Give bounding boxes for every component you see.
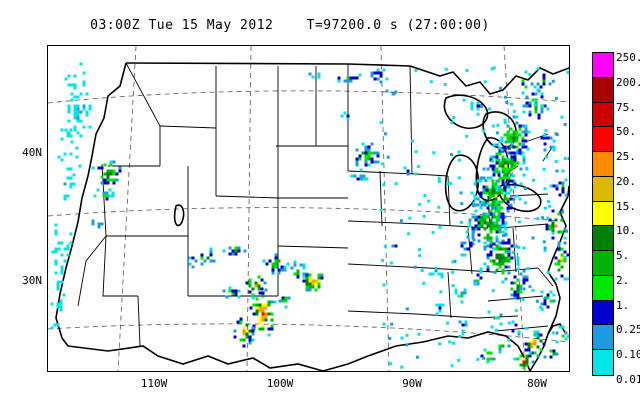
colorbar-band-3	[593, 127, 613, 153]
colorbar-band-8	[593, 251, 613, 276]
colorbar-band-10	[593, 300, 613, 326]
colorbar-tick-13: 0.01	[616, 373, 640, 386]
colorbar-tick-12: 0.10	[616, 348, 640, 362]
colorbar-tick-1: 200.	[616, 75, 640, 89]
x-tick-label-90w: 90W	[402, 377, 422, 390]
colorbar-tick-0: 250.	[616, 51, 640, 64]
colorbar-band-6	[593, 201, 613, 227]
colorbar-tick-6: 15.	[616, 199, 636, 213]
y-tick-label-40n: 40N	[22, 146, 42, 159]
colorbar-tick-10: 1.	[616, 298, 630, 312]
x-tick-label-110w: 110W	[140, 377, 168, 390]
colorbar-band-7	[593, 226, 613, 252]
colorbar-band-9	[593, 275, 613, 301]
colorbar-tick-4: 25.	[616, 150, 636, 164]
colorbar-tick-9: 2.	[616, 273, 630, 287]
colorbar-tick-7: 10.	[616, 224, 636, 238]
x-tick-label-100w: 100W	[266, 377, 294, 390]
precipitation-field	[50, 62, 569, 370]
state-boundaries	[77, 62, 554, 347]
colorbar-band-0	[593, 53, 613, 78]
colorbar-tick-8: 5.	[616, 249, 630, 263]
colorbar-tick-2: 75.	[616, 100, 636, 114]
colorbar-tick-5: 20.	[616, 174, 636, 188]
figure-title: 03:00Z Tue 15 May 2012 T=97200.0 s (27:0…	[90, 18, 490, 33]
y-tick-label-30n: 30N	[22, 274, 42, 287]
colorbar	[592, 52, 614, 376]
graticule-lines	[48, 46, 569, 371]
colorbar-tick-labels: 250. 200. 75. 50. 25. 20. 15. 10. 5. 2. 1. 0.25 0.10…	[616, 45, 640, 385]
colorbar-band-4	[593, 152, 613, 177]
colorbar-tick-3: 50.	[616, 125, 636, 139]
x-tick-label-80w: 80W	[527, 377, 547, 390]
colorbar-band-1	[593, 77, 613, 103]
colorbar-tick-11: 0.25	[616, 323, 640, 337]
colorbar-band-12	[593, 350, 613, 375]
colorbar-band-11	[593, 325, 613, 351]
map-canvas	[48, 46, 569, 371]
colorbar-band-2	[593, 102, 613, 128]
colorbar-band-5	[593, 176, 613, 202]
map-plot-area	[47, 45, 570, 372]
